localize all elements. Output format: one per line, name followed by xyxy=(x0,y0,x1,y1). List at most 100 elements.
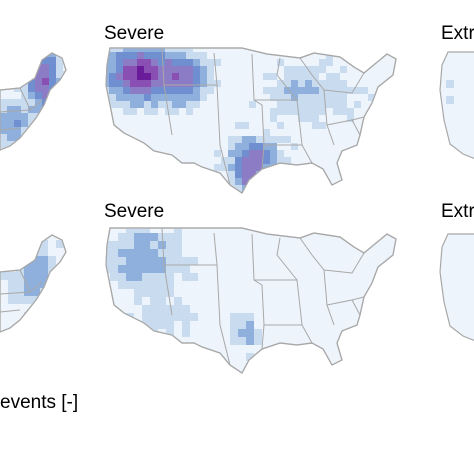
grid-cell xyxy=(158,313,166,321)
grid-cell xyxy=(305,94,312,101)
grid-cell xyxy=(228,157,235,164)
grid-cell xyxy=(256,143,263,150)
grid-cell xyxy=(333,94,340,101)
grid-cell xyxy=(137,87,144,94)
grid-cell xyxy=(0,113,7,120)
grid-cell xyxy=(42,78,49,85)
grid-cell xyxy=(106,48,109,52)
grid-cell xyxy=(179,73,186,80)
grid-cell xyxy=(40,248,48,256)
grid-cell xyxy=(277,94,284,101)
grid-cell xyxy=(230,321,238,329)
grid-cell xyxy=(270,171,277,178)
grid-cell xyxy=(106,241,110,249)
grid-cell xyxy=(150,265,158,273)
grid-cell xyxy=(319,80,326,87)
grid-cell xyxy=(249,157,256,164)
grid-cell xyxy=(42,71,49,78)
grid-cell xyxy=(142,233,150,241)
grid-cell xyxy=(242,157,249,164)
grid-cell xyxy=(235,136,242,143)
grid-cell xyxy=(174,313,182,321)
grid-cell xyxy=(63,71,66,78)
grid-cell xyxy=(347,87,354,94)
grid-cell xyxy=(123,48,130,52)
grid-cell xyxy=(284,94,291,101)
grid-cell xyxy=(28,53,35,57)
grid-cell xyxy=(28,113,35,120)
grid-cell xyxy=(130,66,137,73)
grid-cell xyxy=(142,273,150,281)
grid-cell xyxy=(49,113,56,120)
grid-cell xyxy=(193,101,200,108)
grid-cell xyxy=(228,171,235,178)
grid-cell xyxy=(21,113,28,120)
grid-cell xyxy=(49,53,56,57)
grid-cell xyxy=(312,108,319,115)
grid-cell xyxy=(21,85,28,92)
grid-cell xyxy=(49,57,56,64)
grid-cell xyxy=(109,87,116,94)
grid-cell xyxy=(193,66,200,73)
grid-cell xyxy=(193,73,200,80)
grid-cell xyxy=(235,192,242,193)
grid-cell xyxy=(172,101,179,108)
grid-cell xyxy=(150,313,158,321)
grid-cell xyxy=(312,87,319,94)
grid-cell xyxy=(284,87,291,94)
grid-cell xyxy=(312,66,319,73)
map-panel-row1-center xyxy=(105,47,397,194)
grid-cell xyxy=(166,289,174,297)
grid-cell xyxy=(158,265,166,273)
grid-cell xyxy=(179,87,186,94)
grid-cell xyxy=(333,73,340,80)
grid-cell xyxy=(228,178,235,185)
grid-cell xyxy=(7,120,14,127)
grid-cell xyxy=(16,272,24,280)
grid-cell xyxy=(106,73,109,80)
grid-cell xyxy=(230,329,238,337)
grid-cell xyxy=(118,265,126,273)
grid-cell xyxy=(165,73,172,80)
grid-cell xyxy=(263,143,270,150)
grid-cell xyxy=(0,120,7,127)
grid-cell xyxy=(221,157,228,164)
grid-cell xyxy=(158,80,165,87)
grid-cell xyxy=(134,265,142,273)
grid-cell xyxy=(186,66,193,73)
grid-cell xyxy=(200,73,207,80)
grid-cell xyxy=(228,143,235,150)
grid-cell xyxy=(130,52,137,59)
grid-cell xyxy=(319,94,326,101)
grid-cell xyxy=(151,48,158,52)
grid-cell xyxy=(134,273,142,281)
grid-cell xyxy=(150,281,158,289)
grid-cell xyxy=(109,80,116,87)
grid-cell xyxy=(347,108,354,115)
grid-cell xyxy=(142,305,150,313)
grid-cell xyxy=(151,52,158,59)
grid-cell xyxy=(35,53,42,57)
grid-cell xyxy=(42,57,49,64)
grid-cell xyxy=(28,64,35,71)
grid-cell xyxy=(0,134,7,141)
grid-cell xyxy=(116,87,123,94)
grid-cell xyxy=(242,164,249,171)
grid-cell xyxy=(35,92,42,99)
grid-cell xyxy=(35,127,42,134)
grid-cell xyxy=(207,66,214,73)
panel-title-row2-right: Extr xyxy=(441,201,474,222)
grid-cell xyxy=(284,101,291,108)
grid-cell xyxy=(0,127,7,134)
grid-cell xyxy=(246,329,254,337)
grid-cell xyxy=(172,59,179,66)
grid-cell xyxy=(32,256,40,264)
grid-cell xyxy=(151,94,158,101)
grid-cell xyxy=(32,280,40,288)
grid-cell xyxy=(116,73,123,80)
grid-cell xyxy=(214,59,221,66)
grid-cell xyxy=(8,280,16,288)
grid-cell xyxy=(193,80,200,87)
grid-cell xyxy=(56,71,63,78)
grid-cell xyxy=(298,66,305,73)
